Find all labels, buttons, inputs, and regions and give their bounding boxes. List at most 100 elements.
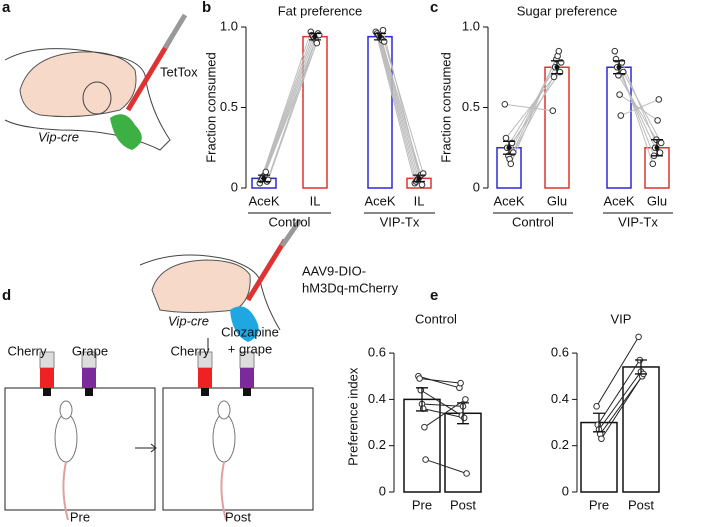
skull	[4, 48, 171, 151]
y-tick-label: 0	[379, 483, 386, 498]
mean-dot	[312, 34, 318, 40]
point	[422, 456, 429, 463]
panel-letter: c	[430, 0, 438, 16]
pair-line	[376, 33, 417, 182]
bottle-label: Cherry	[7, 343, 47, 358]
point	[262, 168, 270, 176]
y-tick-label: 0	[562, 483, 569, 498]
point	[457, 379, 464, 387]
virus-label: TetTox	[160, 64, 198, 79]
point	[649, 160, 657, 168]
pair-line	[425, 459, 467, 474]
point	[598, 435, 605, 443]
y-tick-label: 0.2	[551, 437, 569, 452]
pair-line	[504, 103, 553, 112]
pair-line	[615, 59, 655, 156]
point	[460, 414, 468, 422]
region	[230, 306, 259, 342]
x-tick-label: Glu	[547, 193, 567, 208]
x-tick-label: Post	[628, 497, 654, 512]
y-tick-label: 0.2	[368, 437, 386, 452]
y-tick-label: 0.5	[462, 99, 480, 114]
x-tick-label: IL	[310, 193, 321, 208]
mean-dot	[506, 145, 512, 151]
pair-line	[505, 76, 555, 139]
y-tick-label: 1.0	[462, 18, 480, 33]
pair-line	[378, 36, 419, 179]
point	[550, 73, 558, 81]
condition-label: Post	[225, 509, 251, 522]
mean-dot	[377, 34, 383, 40]
pair-line	[418, 375, 460, 389]
pair-line	[419, 378, 461, 384]
pair-line	[598, 371, 642, 430]
point	[593, 403, 600, 410]
panel-letter: a	[2, 0, 11, 16]
bar	[606, 66, 632, 189]
point	[616, 91, 623, 98]
point	[635, 333, 642, 341]
pair-line	[267, 34, 320, 181]
point	[313, 39, 321, 47]
mouse-label: Vip-cre	[168, 313, 209, 328]
x-tick-label: AceK	[248, 193, 279, 208]
bar	[403, 398, 441, 493]
y-tick-label: 0.6	[551, 345, 569, 360]
point	[418, 181, 426, 189]
chart-title: Sugar preference	[517, 3, 617, 18]
pair-line	[423, 408, 465, 419]
pair-line	[621, 62, 661, 153]
pair-line	[620, 98, 659, 117]
syringe	[125, 38, 173, 112]
error-bar	[635, 359, 647, 375]
point	[501, 100, 509, 108]
point	[657, 139, 665, 147]
x-tick-label: AceK	[493, 193, 524, 208]
point	[507, 160, 515, 168]
bar	[622, 366, 660, 493]
pair-line	[510, 50, 560, 165]
pair-line	[375, 31, 416, 184]
brain	[19, 51, 137, 118]
pair-line	[420, 389, 463, 417]
y-axis-label: Fraction consumed	[203, 52, 218, 163]
pair-line	[597, 359, 641, 426]
error-bar	[593, 412, 605, 433]
x-tick-label: AceK	[364, 193, 395, 208]
panel-letter: d	[2, 287, 11, 304]
mean-dot	[261, 175, 267, 181]
skull	[139, 254, 281, 331]
pair-line	[266, 33, 319, 182]
mean-dot	[654, 145, 660, 151]
y-tick-label: 1.0	[220, 18, 238, 33]
illustration-a: a TetTox Vip-cre	[2, 0, 198, 151]
pair-line	[616, 67, 656, 148]
group-label: VIP-Tx	[618, 214, 658, 229]
point	[655, 96, 663, 103]
point	[379, 26, 387, 34]
pair-line	[383, 41, 424, 174]
point	[463, 470, 470, 477]
bottle-label: Cherry	[170, 343, 210, 358]
pair-line	[622, 71, 662, 144]
pair-line	[377, 34, 418, 181]
point	[555, 47, 563, 55]
panel-letter: b	[202, 0, 211, 16]
error-bar	[416, 387, 428, 412]
y-tick-label: 0.5	[220, 99, 238, 114]
pair-line	[262, 38, 315, 177]
mean-dot	[416, 175, 422, 181]
y-axis-label: Preference index	[345, 367, 360, 466]
virus-label: hM3Dq-mCherry	[302, 280, 399, 295]
x-tick-label: Post	[450, 497, 476, 512]
syringe	[245, 238, 288, 302]
chart-title: Fat preference	[278, 3, 363, 18]
point	[611, 47, 619, 55]
point	[654, 117, 661, 124]
panel-letter: e	[430, 287, 438, 304]
y-tick-label: 0.4	[368, 391, 386, 406]
illustration-d: d AAV9-DIO- hM3Dq-mCherry Vip-cre Cherry…	[2, 218, 399, 524]
bar	[367, 35, 393, 189]
y-tick-label: 0	[231, 179, 238, 194]
